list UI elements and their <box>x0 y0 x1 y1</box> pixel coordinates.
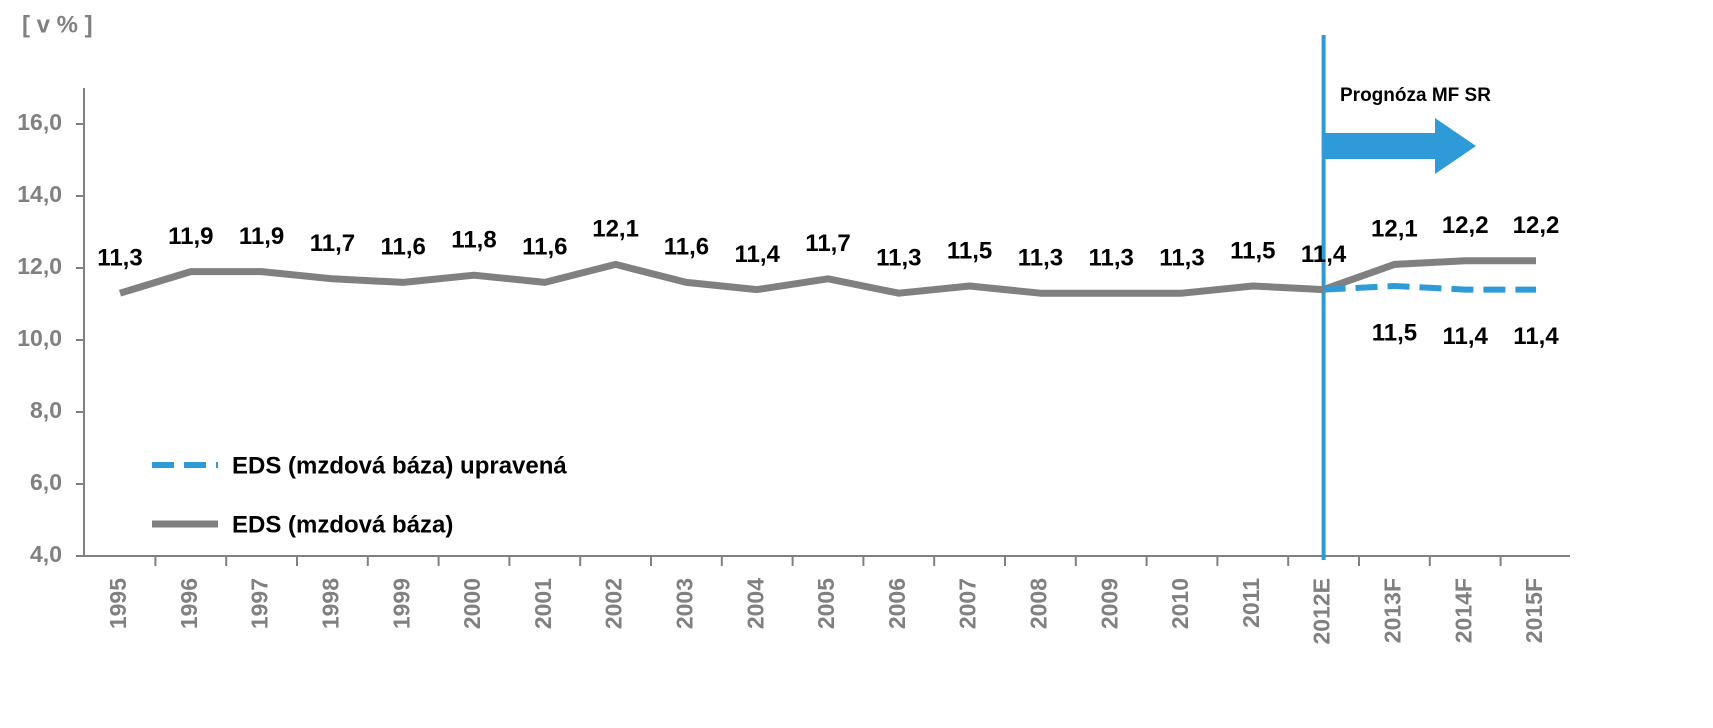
y-tick-label: 16,0 <box>17 109 62 135</box>
y-tick-label: 14,0 <box>17 181 62 207</box>
data-label: 11,3 <box>1089 245 1134 272</box>
y-tick-label: 12,0 <box>17 253 62 279</box>
x-tick-label: 1996 <box>176 578 202 629</box>
x-tick-label: 2008 <box>1025 578 1051 629</box>
x-tick-label: 2010 <box>1167 578 1193 629</box>
data-label: 12,1 <box>1371 216 1418 243</box>
x-tick-label: 2004 <box>742 578 768 629</box>
data-label: 11,6 <box>381 234 426 261</box>
x-tick-label: 2015F <box>1521 578 1547 643</box>
x-tick-label: 2009 <box>1096 578 1122 629</box>
data-label: 11,9 <box>239 223 284 250</box>
data-label: 11,4 <box>1443 323 1489 350</box>
data-label: 11,5 <box>1230 237 1275 264</box>
legend-label: EDS (mzdová báza) <box>232 511 453 538</box>
y-tick-label: 10,0 <box>17 325 62 351</box>
data-label: 11,4 <box>735 241 781 268</box>
data-label: 11,7 <box>805 230 850 257</box>
data-label: 11,3 <box>1018 245 1063 272</box>
data-label: 11,3 <box>97 245 142 272</box>
annotation: Prognóza MF SR <box>1340 85 1491 106</box>
x-tick-label: 2007 <box>955 578 981 629</box>
data-label: 11,4 <box>1513 323 1559 350</box>
data-label: 11,3 <box>1159 245 1204 272</box>
data-label: 11,6 <box>664 234 709 261</box>
series-line <box>118 257 1536 297</box>
data-label: 11,7 <box>310 230 355 257</box>
x-tick-label: 2000 <box>459 578 485 629</box>
x-tick-label: 2003 <box>671 578 697 629</box>
data-label: 11,4 <box>1301 241 1347 268</box>
series-line <box>1323 283 1536 293</box>
x-tick-label: 2001 <box>530 578 556 629</box>
data-label: 11,9 <box>168 223 213 250</box>
y-tick-label: 8,0 <box>30 397 62 423</box>
data-label: 11,5 <box>1372 319 1417 346</box>
x-tick-label: 1997 <box>247 578 273 629</box>
x-tick-label: 2002 <box>601 578 627 629</box>
data-label: 12,1 <box>592 216 639 243</box>
data-label: 11,3 <box>876 245 921 272</box>
x-tick-label: 2011 <box>1238 578 1264 628</box>
data-label: 11,6 <box>522 234 567 261</box>
x-tick-label: 2014F <box>1450 578 1476 643</box>
forecast-arrow <box>1323 118 1476 174</box>
legend-label: EDS (mzdová báza) upravená <box>232 452 567 479</box>
y-tick-label: 6,0 <box>30 469 62 495</box>
data-label: 12,2 <box>1513 212 1560 239</box>
y-tick-label: 4,0 <box>30 541 62 567</box>
x-tick-label: 1999 <box>388 578 414 629</box>
x-tick-label: 2006 <box>884 578 910 629</box>
data-label: 11,5 <box>947 237 992 264</box>
x-tick-label: 2012E <box>1309 578 1335 645</box>
x-tick-label: 2013F <box>1379 578 1405 643</box>
x-tick-label: 1995 <box>105 578 131 629</box>
unit-label: [ v % ] <box>22 11 93 38</box>
data-label: 11,8 <box>451 227 496 254</box>
x-tick-label: 2005 <box>813 578 839 629</box>
x-tick-label: 1998 <box>317 578 343 629</box>
data-label: 12,2 <box>1442 212 1489 239</box>
